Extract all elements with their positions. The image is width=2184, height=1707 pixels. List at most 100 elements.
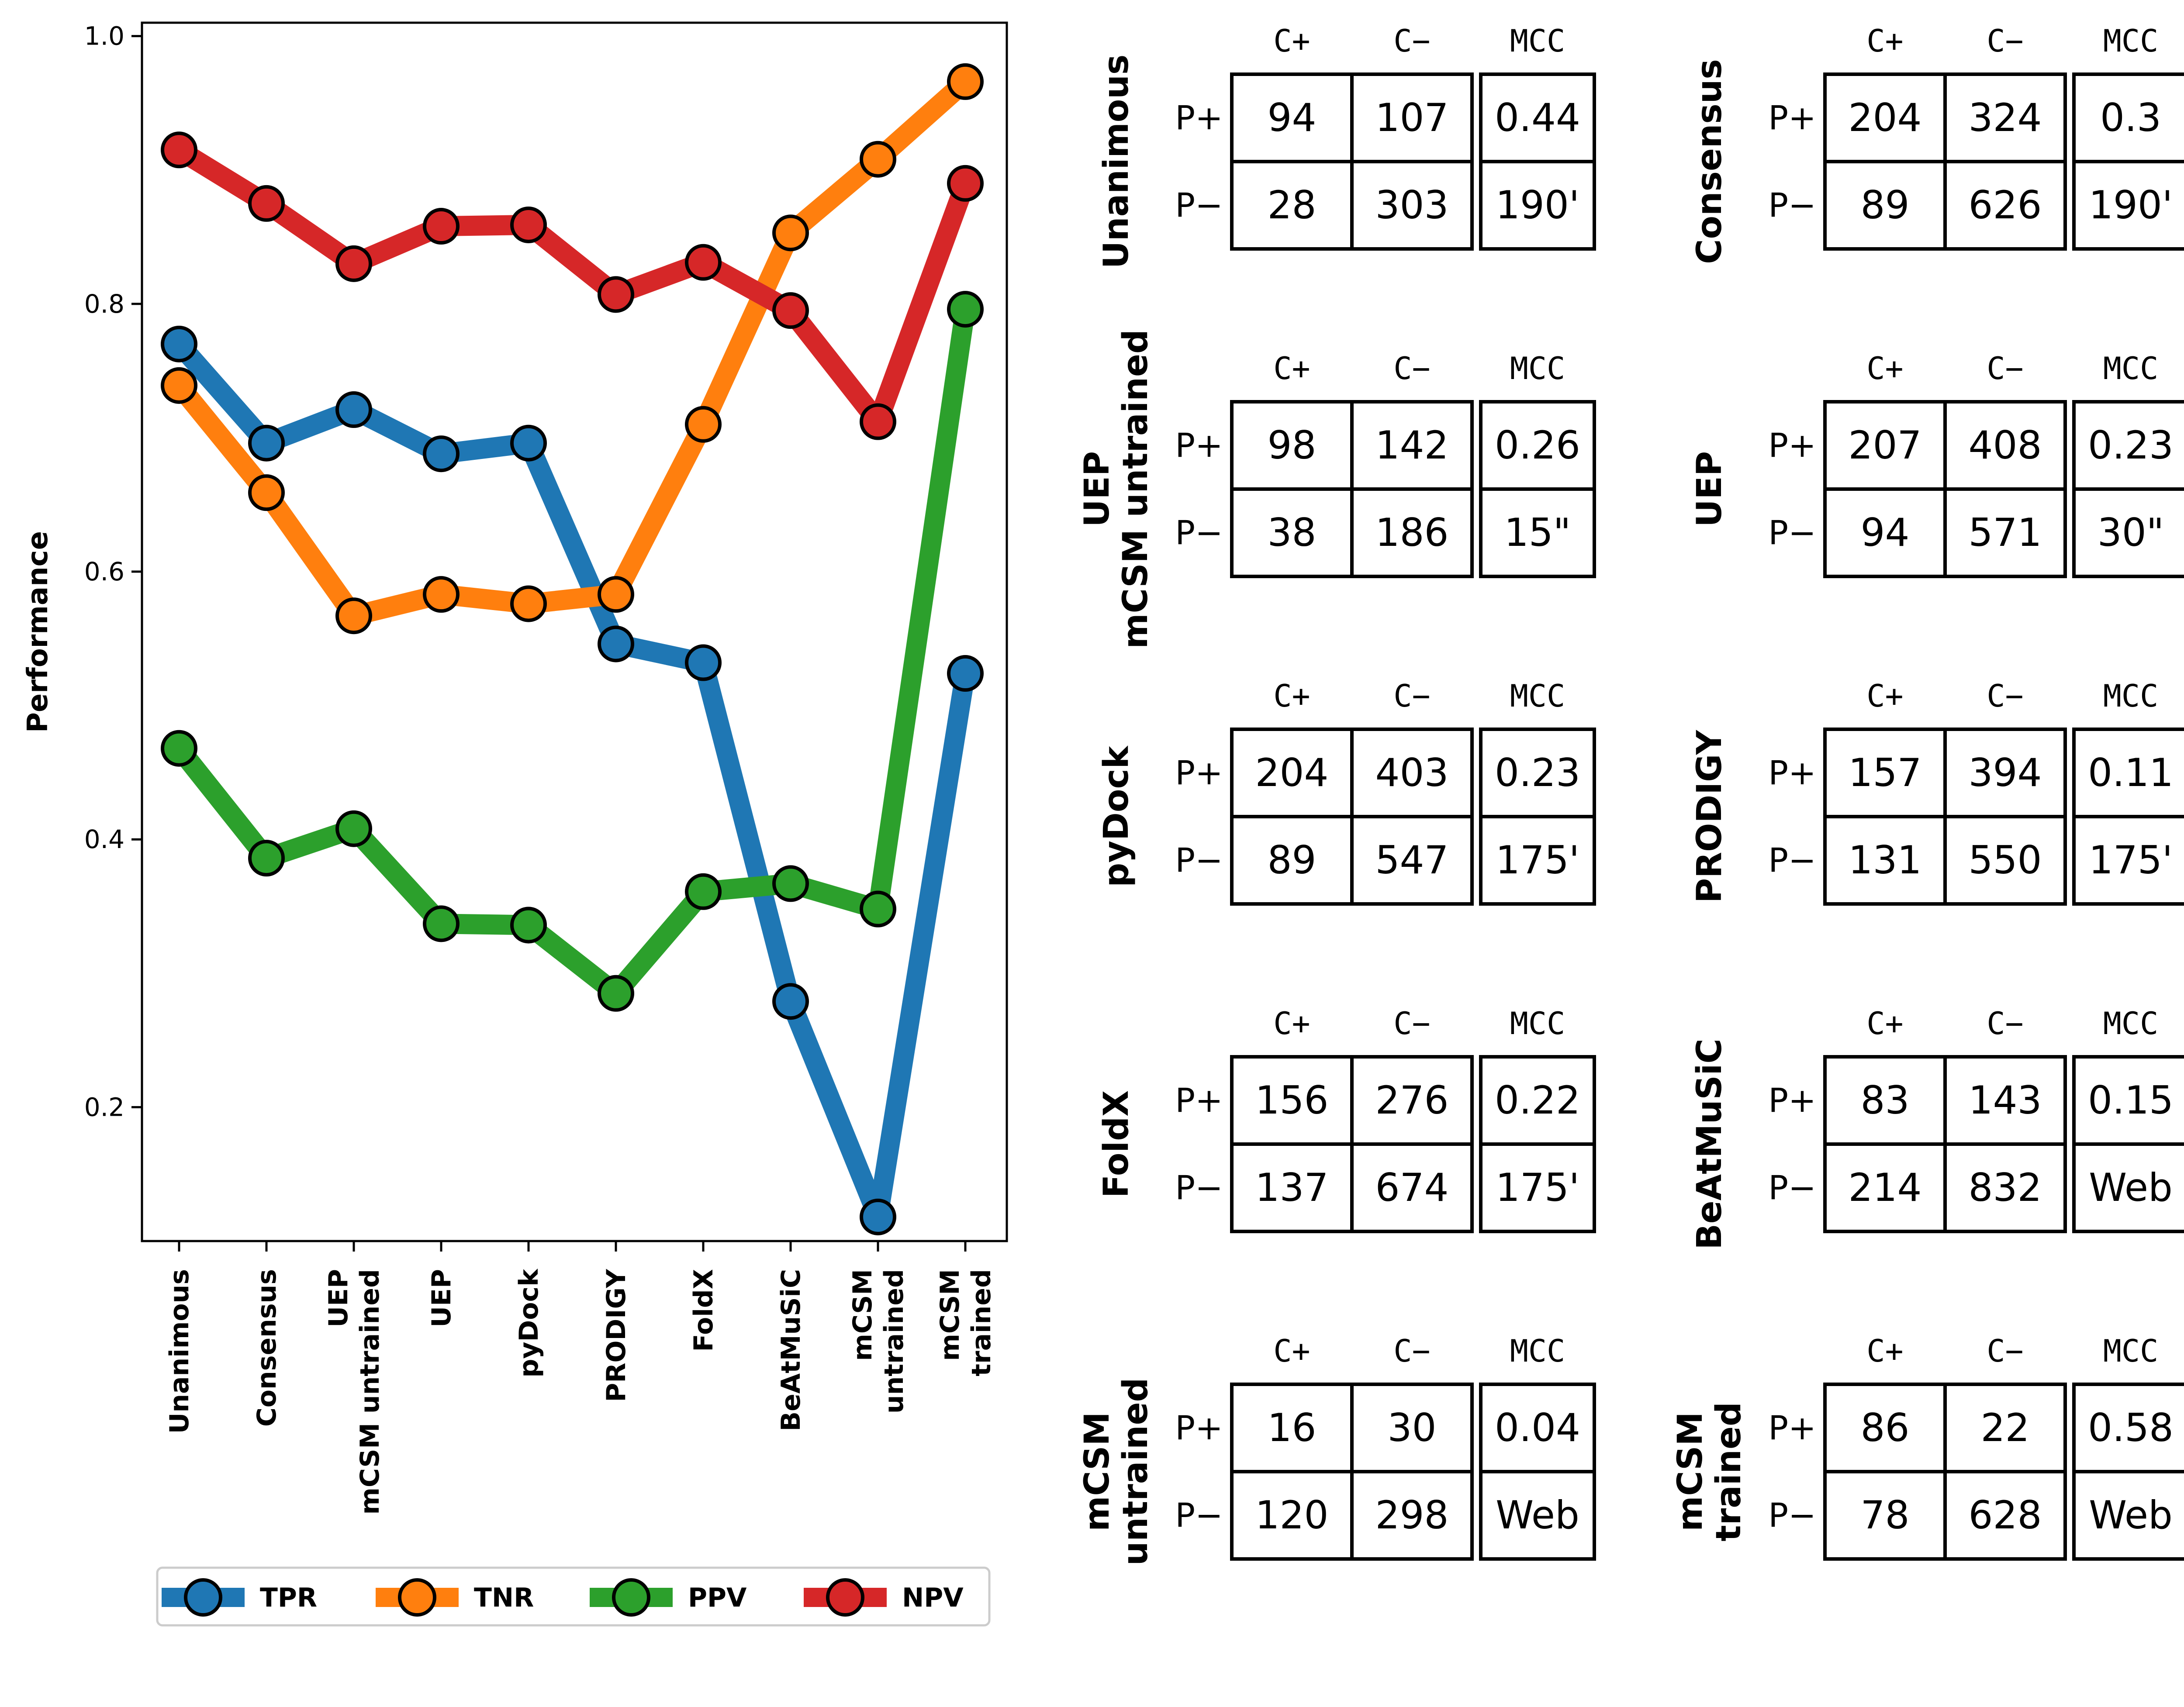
confusion-table: PRODIGY C+ C− MCC P+ P− 157 394 131 550 0.11 175'	[1690, 678, 2184, 906]
confusion-table: Consensus C+ C− MCC P+ P− 204 324 89 626 0.3 190'	[1690, 23, 2184, 264]
cell-true-negative: 674	[1375, 1165, 1449, 1210]
cell-runtime: Web	[1496, 1493, 1579, 1538]
legend-swatch-marker	[612, 1578, 650, 1617]
data-point-npv	[598, 276, 634, 313]
data-point-ppv	[161, 730, 197, 767]
cell-false-positive: 394	[1969, 750, 2042, 795]
x-tick-label: Unanimous	[164, 1269, 195, 1434]
x-tick-label: Consensus	[252, 1269, 282, 1427]
data-point-ppv	[510, 907, 547, 944]
cell-false-negative: 38	[1268, 510, 1317, 555]
table-title: BeAtMuSiC	[1690, 1038, 1729, 1249]
x-tick-label: UEP mCSM untrained	[323, 1269, 385, 1515]
data-point-tnr	[335, 597, 372, 635]
legend-label: TPR	[260, 1583, 317, 1613]
cell-false-positive: 408	[1969, 423, 2042, 468]
table-title: Consensus	[1690, 59, 1729, 264]
cell-true-negative: 303	[1375, 183, 1449, 228]
header-mcc: MCC	[1510, 1333, 1565, 1369]
cell-true-positive: 16	[1268, 1405, 1317, 1450]
row-label-p-plus: P+	[1175, 1081, 1223, 1120]
row-label-p-plus: P+	[1768, 1081, 1816, 1120]
header-c-minus: C−	[1393, 1006, 1430, 1041]
row-label-p-plus: P+	[1768, 98, 1816, 137]
data-point-tpr	[860, 1198, 896, 1235]
data-point-tnr	[248, 474, 285, 511]
row-label-p-minus: P−	[1768, 1168, 1816, 1207]
table-title: UEP	[1690, 451, 1729, 527]
x-tick-label-line: Consensus	[252, 1269, 282, 1427]
row-label-p-minus: P−	[1768, 1496, 1816, 1535]
confusion-table: Unanimous C+ C− MCC P+ P− 94 107 28 303 0.44 190'	[1097, 23, 1596, 269]
table-title-line: Unanimous	[1097, 55, 1136, 269]
data-point-tnr	[685, 406, 722, 443]
legend-frame	[156, 1566, 991, 1627]
table-title: PRODIGY	[1690, 729, 1729, 903]
data-point-ppv	[423, 905, 460, 942]
row-label-p-minus: P−	[1175, 1168, 1223, 1207]
header-c-minus: C−	[1987, 1006, 2023, 1041]
table-title-line: mCSM	[1078, 1412, 1117, 1531]
cell-false-negative: 120	[1255, 1493, 1329, 1538]
data-point-npv	[423, 208, 460, 245]
data-point-tnr	[947, 63, 984, 100]
row-label-p-plus: P+	[1175, 1408, 1223, 1447]
cell-true-negative: 571	[1969, 510, 2042, 555]
data-point-ppv	[335, 810, 372, 847]
table-title-line: PRODIGY	[1690, 729, 1729, 903]
cell-mcc: 0.44	[1495, 95, 1580, 140]
x-tick-label: pyDock	[514, 1268, 544, 1378]
data-point-npv	[685, 244, 722, 281]
y-tick-label: 0.4	[84, 824, 124, 854]
table-title: FoldX	[1097, 1090, 1136, 1198]
table-title-line: trained	[1709, 1402, 1749, 1541]
series-line-ppv	[171, 307, 975, 1004]
cell-false-negative: 28	[1268, 183, 1317, 228]
cell-true-positive: 86	[1861, 1405, 1910, 1450]
series-line-tpr	[171, 337, 975, 1227]
cell-mcc: 0.3	[2100, 95, 2161, 140]
cell-true-negative: 298	[1375, 1493, 1449, 1538]
x-tick-label-line: Unanimous	[164, 1269, 195, 1434]
x-tick-label: UEP	[426, 1269, 457, 1328]
data-point-tpr	[423, 435, 460, 472]
data-point-tnr	[510, 585, 547, 622]
cell-mcc: 0.26	[1495, 423, 1580, 468]
cell-false-positive: 30	[1388, 1405, 1437, 1450]
data-point-tpr	[685, 644, 722, 681]
header-c-plus: C+	[1273, 23, 1310, 59]
data-point-ppv	[248, 840, 285, 877]
y-tick-label: 1.0	[84, 21, 124, 51]
row-label-p-minus: P−	[1175, 1496, 1223, 1535]
data-point-ppv	[947, 291, 984, 328]
cell-false-positive: 142	[1375, 423, 1449, 468]
y-tick-label: 0.2	[84, 1092, 124, 1122]
row-label-p-minus: P−	[1768, 841, 1816, 879]
header-c-minus: C−	[1987, 1333, 2023, 1369]
row-label-p-minus: P−	[1175, 841, 1223, 879]
table-title: pyDock	[1097, 745, 1136, 887]
x-tick-label: mCSM untrained	[847, 1269, 909, 1414]
x-tick-label-line: pyDock	[514, 1268, 544, 1378]
cell-mcc: 0.23	[1495, 750, 1580, 795]
header-c-plus: C+	[1866, 1333, 1903, 1369]
header-c-plus: C+	[1273, 1333, 1310, 1369]
cell-false-positive: 143	[1969, 1078, 2042, 1123]
row-label-p-plus: P+	[1768, 1408, 1816, 1447]
series-line-tnr	[171, 74, 972, 626]
cell-true-negative: 186	[1375, 510, 1449, 555]
data-point-ppv	[772, 865, 809, 902]
cell-runtime: Web	[2089, 1493, 2173, 1538]
data-point-tnr	[161, 367, 197, 404]
cell-mcc: 0.58	[2088, 1405, 2174, 1450]
legend-swatch-marker	[826, 1578, 864, 1617]
row-label-p-plus: P+	[1768, 426, 1816, 465]
row-label-p-minus: P−	[1768, 186, 1816, 224]
cell-false-negative: 131	[1849, 838, 1922, 883]
header-c-plus: C+	[1273, 678, 1310, 714]
